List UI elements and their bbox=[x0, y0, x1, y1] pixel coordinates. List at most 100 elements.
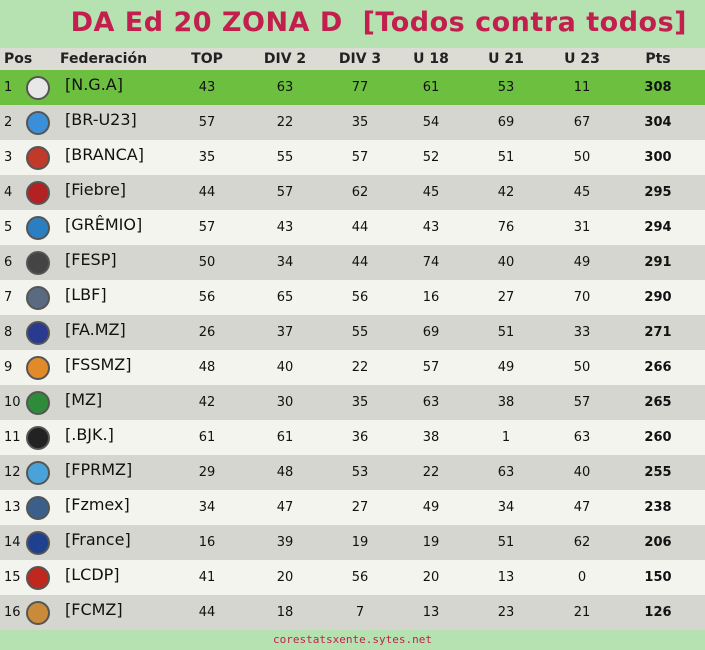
score-u18: 22 bbox=[422, 465, 440, 480]
total-points: 271 bbox=[644, 325, 672, 340]
score-u18: 54 bbox=[422, 115, 440, 130]
table-row: 14 [France] 16 39 19 19 51 62 206 bbox=[0, 525, 705, 560]
row-position: 13 bbox=[4, 500, 21, 515]
federation-name: [FSSMZ] bbox=[65, 355, 132, 374]
total-points: 266 bbox=[644, 360, 672, 375]
score-u23: 50 bbox=[573, 150, 591, 165]
score-u18: 52 bbox=[422, 150, 440, 165]
federation-logo-icon bbox=[26, 251, 50, 275]
header-pos: Pos bbox=[4, 51, 33, 67]
score-u18: 19 bbox=[422, 535, 440, 550]
score-top: 56 bbox=[198, 290, 216, 305]
score-div2: 30 bbox=[276, 395, 294, 410]
header-div3: DIV 3 bbox=[338, 51, 382, 67]
table-row: 11 [.BJK.] 61 61 36 38 1 63 260 bbox=[0, 420, 705, 455]
score-div3: 35 bbox=[351, 395, 369, 410]
score-top: 48 bbox=[198, 360, 216, 375]
score-top: 34 bbox=[198, 500, 216, 515]
score-u18: 69 bbox=[422, 325, 440, 340]
federation-name: [FESP] bbox=[65, 250, 117, 269]
federation-name: [FA.MZ] bbox=[65, 320, 126, 339]
score-u23: 0 bbox=[577, 570, 587, 585]
total-points: 290 bbox=[644, 290, 672, 305]
score-u23: 40 bbox=[573, 465, 591, 480]
score-u21: 76 bbox=[497, 220, 515, 235]
federation-logo-icon bbox=[26, 76, 50, 100]
score-div2: 61 bbox=[276, 430, 294, 445]
score-div2: 40 bbox=[276, 360, 294, 375]
federation-logo-icon bbox=[26, 601, 50, 625]
total-points: 126 bbox=[644, 605, 672, 620]
score-u23: 11 bbox=[573, 80, 591, 95]
federation-logo-icon bbox=[26, 566, 50, 590]
score-u18: 43 bbox=[422, 220, 440, 235]
score-u23: 33 bbox=[573, 325, 591, 340]
federation-name: [Fiebre] bbox=[65, 180, 127, 199]
score-u21: 51 bbox=[497, 325, 515, 340]
row-position: 4 bbox=[4, 185, 13, 200]
federation-name: [.BJK.] bbox=[65, 425, 114, 444]
score-u23: 49 bbox=[573, 255, 591, 270]
score-div2: 34 bbox=[276, 255, 294, 270]
federation-logo-icon bbox=[26, 321, 50, 345]
score-u21: 40 bbox=[497, 255, 515, 270]
row-position: 15 bbox=[4, 570, 21, 585]
score-top: 44 bbox=[198, 185, 216, 200]
score-div3: 22 bbox=[351, 360, 369, 375]
row-position: 3 bbox=[4, 150, 13, 165]
score-u18: 38 bbox=[422, 430, 440, 445]
score-top: 41 bbox=[198, 570, 216, 585]
total-points: 255 bbox=[644, 465, 672, 480]
header-pts: Pts bbox=[645, 51, 671, 67]
score-top: 50 bbox=[198, 255, 216, 270]
score-u18: 13 bbox=[422, 605, 440, 620]
score-top: 35 bbox=[198, 150, 216, 165]
score-u18: 61 bbox=[422, 80, 440, 95]
row-position: 10 bbox=[4, 395, 21, 410]
standings-table: 1 [N.G.A] 43 63 77 61 53 11 308 2 [BR-U23] 57 22 35 54… bbox=[0, 70, 705, 630]
score-div2: 20 bbox=[276, 570, 294, 585]
score-u21: 34 bbox=[497, 500, 515, 515]
score-top: 29 bbox=[198, 465, 216, 480]
score-u21: 27 bbox=[497, 290, 515, 305]
score-u21: 53 bbox=[497, 80, 515, 95]
table-row: 1 [N.G.A] 43 63 77 61 53 11 308 bbox=[0, 70, 705, 105]
score-div3: 77 bbox=[351, 80, 369, 95]
score-u21: 23 bbox=[497, 605, 515, 620]
score-u21: 1 bbox=[501, 430, 511, 445]
page-title: DA Ed 20 ZONA D [Todos contra todos] bbox=[70, 7, 687, 38]
score-div3: 56 bbox=[351, 570, 369, 585]
row-position: 14 bbox=[4, 535, 21, 550]
score-div3: 57 bbox=[351, 150, 369, 165]
table-row: 15 [LCDP] 41 20 56 20 13 0 150 bbox=[0, 560, 705, 595]
score-u21: 13 bbox=[497, 570, 515, 585]
total-points: 206 bbox=[644, 535, 672, 550]
score-div3: 44 bbox=[351, 255, 369, 270]
header-div2: DIV 2 bbox=[263, 51, 307, 67]
footer-link[interactable]: corestatsxente.sytes.net bbox=[273, 633, 432, 646]
score-div2: 43 bbox=[276, 220, 294, 235]
score-u23: 57 bbox=[573, 395, 591, 410]
total-points: 308 bbox=[644, 80, 672, 95]
score-div3: 36 bbox=[351, 430, 369, 445]
score-div2: 63 bbox=[276, 80, 294, 95]
score-u21: 51 bbox=[497, 535, 515, 550]
federation-name: [N.G.A] bbox=[65, 75, 123, 94]
row-position: 11 bbox=[4, 430, 21, 445]
score-div3: 55 bbox=[351, 325, 369, 340]
total-points: 238 bbox=[644, 500, 672, 515]
federation-logo-icon bbox=[26, 531, 50, 555]
score-div2: 57 bbox=[276, 185, 294, 200]
table-row: 4 [Fiebre] 44 57 62 45 42 45 295 bbox=[0, 175, 705, 210]
row-position: 5 bbox=[4, 220, 13, 235]
federation-logo-icon bbox=[26, 181, 50, 205]
table-row: 5 [GRÊMIO] 57 43 44 43 76 31 294 bbox=[0, 210, 705, 245]
row-position: 7 bbox=[4, 290, 13, 305]
score-top: 16 bbox=[198, 535, 216, 550]
total-points: 265 bbox=[644, 395, 672, 410]
score-u23: 70 bbox=[573, 290, 591, 305]
score-u21: 63 bbox=[497, 465, 515, 480]
table-row: 6 [FESP] 50 34 44 74 40 49 291 bbox=[0, 245, 705, 280]
header-u21: U 21 bbox=[488, 51, 524, 67]
total-points: 150 bbox=[644, 570, 672, 585]
